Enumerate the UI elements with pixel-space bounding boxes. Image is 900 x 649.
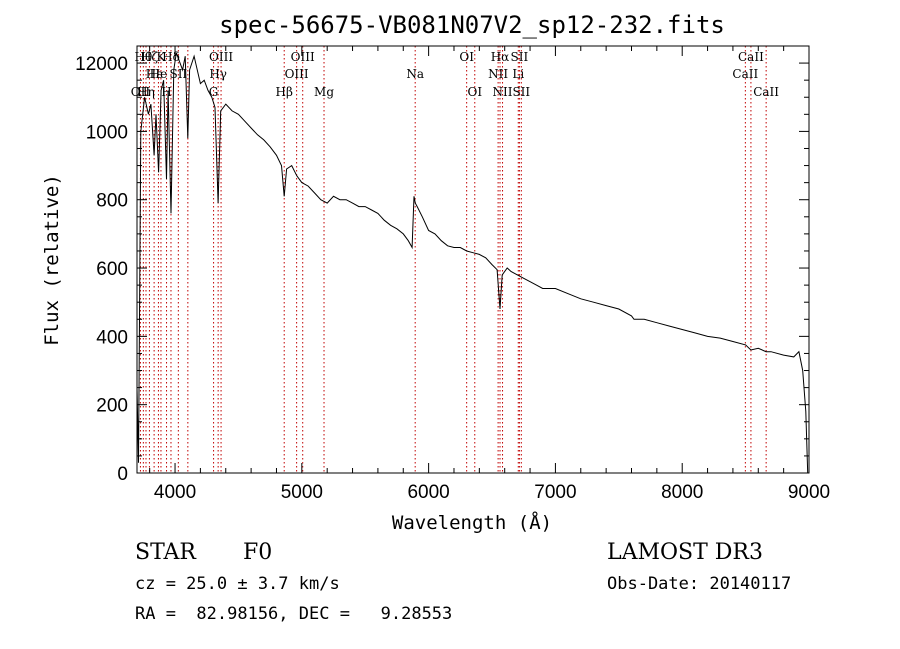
y-tick-label: 0 [117,464,128,485]
line-marker-label: OI [459,50,474,64]
y-tick-label: 400 [96,327,128,348]
line-marker-label: NII [493,85,513,99]
line-marker-label: OIII [291,50,315,64]
x-tick-label: 8000 [661,482,703,503]
y-axis-ticks: 0 200 400 600 800 1000 12000 [75,54,809,485]
line-marker-label: H [161,85,171,99]
line-marker-label: Hα [491,50,510,64]
line-marker-label: OIII [285,67,309,81]
line-marker-label: Hδ [162,50,180,64]
line-marker-label: OII [131,85,151,99]
observation-date: Obs-Date: 20140117 [607,574,791,594]
x-tick-label: 6000 [407,482,449,503]
line-marker-label: K [156,50,166,64]
line-marker-label: G [209,85,219,99]
line-marker-label: Mg [314,85,334,99]
line-marker-label: CaII [732,67,758,81]
line-marker-label: OIII [209,50,233,64]
line-marker-label: SII [512,85,530,99]
line-marker-label: Hθ [134,50,152,64]
line-marker-label: Hβ [276,85,293,99]
x-tick-label: 9000 [788,482,830,503]
line-marker-label: SII [169,67,187,81]
line-marker-label: Na [406,67,424,81]
plot-frame [136,45,810,474]
line-marker-label: OI [467,85,482,99]
line-marker-label: NII [488,67,508,81]
y-tick-label: 12000 [75,54,128,75]
line-marker-label: He [150,67,168,81]
line-marker-label: CaII [753,85,779,99]
line-marker-label: Hζ [141,50,158,64]
line-marker-label: CaII [738,50,764,64]
line-marker-label: Hη [137,85,155,99]
y-axis-label: Flux (relative) [41,174,63,346]
x-tick-label: 7000 [534,482,576,503]
line-marker-label: SII [511,50,529,64]
y-tick-label: 600 [96,259,128,280]
line-marker-label: Hγ [209,67,227,81]
x-axis-ticks: 4000 5000 6000 7000 8000 9000 [149,46,830,503]
y-tick-label: 800 [96,191,128,212]
coordinates: RA = 82.98156, DEC = 9.28553 [135,604,452,624]
line-marker-label: Hε [146,67,163,81]
line-marker-label: Li [512,67,524,81]
redshift-cz: cz = 25.0 ± 3.7 km/s [135,574,340,594]
chart-title: spec-56675-VB081N07V2_sp12-232.fits [219,11,725,39]
y-tick-label: 200 [96,396,128,417]
spectrum-line [136,52,809,474]
object-class: STAR [135,540,197,565]
line-markers [139,46,767,473]
x-tick-label: 4000 [154,482,196,503]
y-tick-label: 1000 [86,122,128,143]
object-subclass: F0 [243,540,272,565]
x-axis-label: Wavelength (Å) [392,511,552,534]
x-tick-label: 5000 [281,482,323,503]
survey-name: LAMOST DR3 [607,540,763,565]
